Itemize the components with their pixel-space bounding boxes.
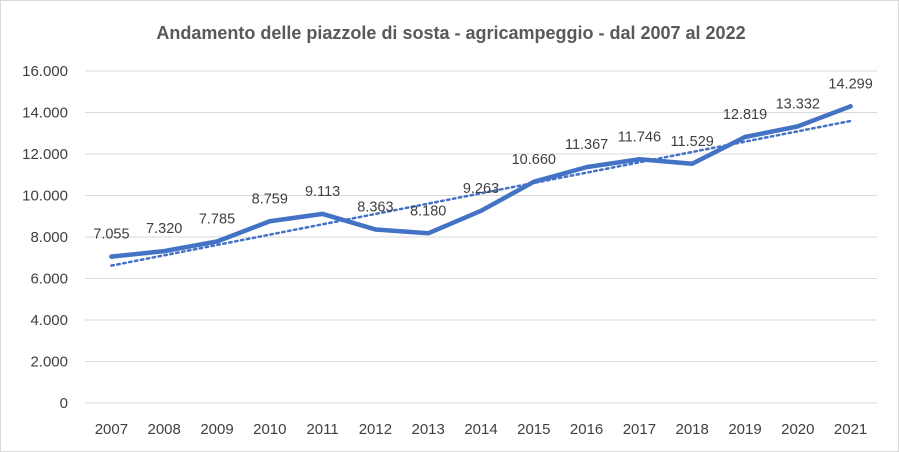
data-label: 8.363: [357, 199, 393, 215]
y-tick-label: 14.000: [22, 105, 68, 122]
data-label: 8.180: [410, 203, 446, 219]
series-line: [109, 104, 853, 259]
x-tick-label: 2013: [412, 421, 445, 438]
x-tick-label: 2017: [623, 421, 656, 438]
chart-title: Andamento delle piazzole di sosta - agri…: [156, 23, 745, 43]
y-tick-label: 0: [60, 395, 68, 412]
x-tick-label: 2008: [148, 421, 181, 438]
data-label: 8.759: [252, 191, 288, 207]
x-tick-label: 2011: [306, 421, 338, 438]
data-labels: 7.055 7.320 7.785 8.759 9.113 8.363 8.180 9.263…: [93, 76, 873, 242]
y-tick-label: 10.000: [22, 188, 68, 205]
data-label: 7.785: [199, 211, 235, 227]
x-tick-label: 2015: [517, 421, 550, 438]
x-tick-label: 2012: [359, 421, 392, 438]
data-label: 9.113: [305, 184, 340, 200]
y-tick-label: 4.000: [30, 312, 68, 329]
gridlines: [85, 70, 877, 404]
y-tick-label: 8.000: [30, 229, 68, 246]
x-tick-label: 2020: [781, 421, 814, 438]
data-label: 13.332: [776, 96, 820, 112]
x-tick-label: 2019: [728, 421, 761, 438]
data-label: 9.263: [463, 181, 499, 197]
data-label: 11.367: [565, 137, 608, 153]
x-tick-label: 2010: [253, 421, 286, 438]
y-tick-label: 6.000: [30, 271, 68, 288]
y-tick-label: 16.000: [22, 63, 68, 80]
y-tick-label: 2.000: [30, 354, 68, 371]
series-path: [109, 104, 853, 259]
data-label: 14.299: [828, 76, 872, 92]
data-label: 10.660: [512, 152, 556, 168]
data-label: 11.746: [618, 129, 661, 145]
x-tick-label: 2009: [200, 421, 233, 438]
x-tick-label: 2018: [676, 421, 709, 438]
y-tick-label: 12.000: [22, 146, 68, 163]
data-label: 11.529: [671, 134, 714, 150]
y-axis-tick-labels: 0 2.000 4.000 6.000 8.000 10.000 12.000 14.000 1…: [22, 63, 68, 412]
data-label: 12.819: [723, 107, 767, 123]
x-tick-label: 2016: [570, 421, 603, 438]
x-tick-label: 2007: [95, 421, 128, 438]
data-label: 7.320: [146, 221, 182, 237]
x-axis-tick-labels: 2007 2008 2009 2010 2011 2012 2013 2014 2015 2016…: [95, 421, 868, 438]
x-tick-label: 2014: [464, 421, 497, 438]
data-label: 7.055: [93, 227, 129, 243]
x-tick-label: 2021: [834, 421, 867, 438]
